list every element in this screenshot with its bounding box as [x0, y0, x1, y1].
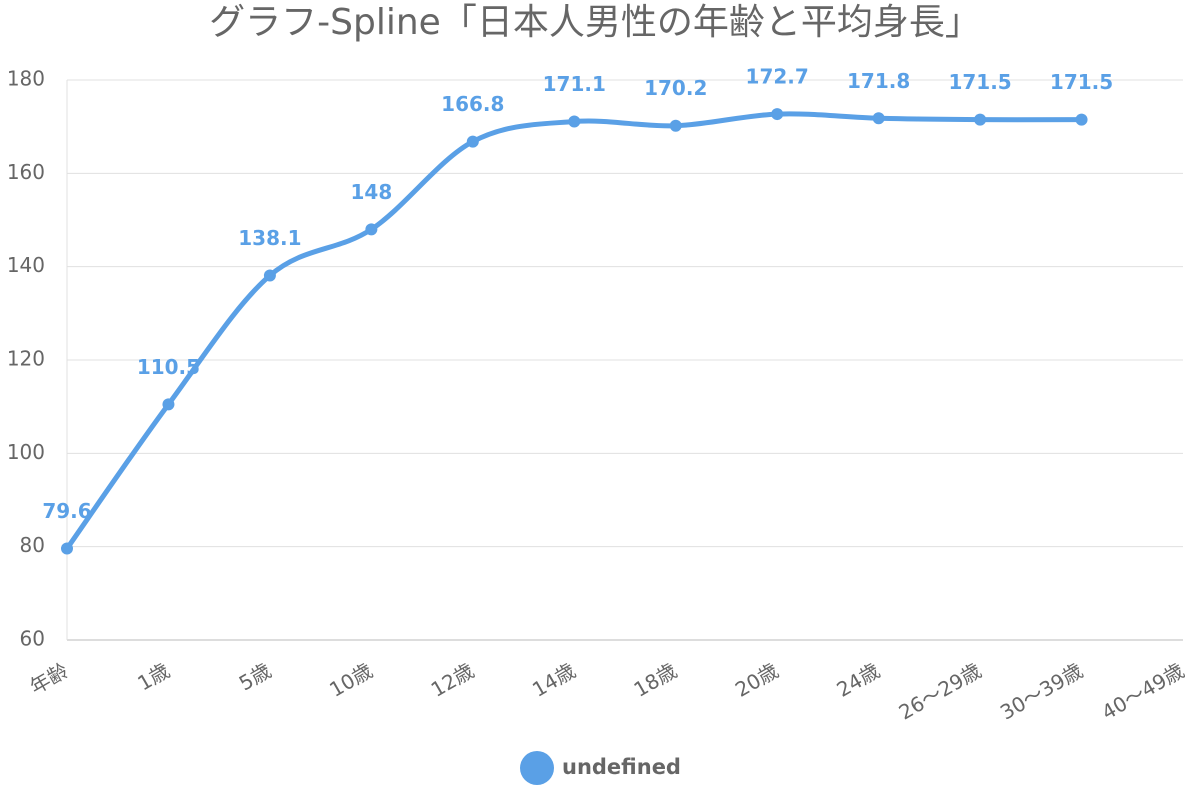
y-tick-label: 60: [20, 627, 45, 651]
x-tick-label: 14歳: [528, 658, 579, 702]
data-label: 171.5: [948, 70, 1011, 94]
data-label: 148: [350, 180, 392, 204]
legend-label: undefined: [562, 755, 681, 779]
data-point: [162, 398, 175, 411]
data-label: 172.7: [746, 65, 809, 89]
data-point: [974, 113, 987, 126]
chart-title: グラフ-Spline「日本人男性の年齢と平均身長」: [209, 2, 981, 43]
y-tick-label: 140: [7, 253, 45, 277]
x-tick-label: 24歳: [833, 658, 884, 702]
data-point: [872, 112, 885, 125]
y-tick-label: 120: [7, 347, 45, 371]
data-label: 166.8: [441, 92, 504, 116]
x-tick-label: 年齢: [26, 658, 73, 699]
data-point: [669, 119, 682, 132]
data-point: [1075, 113, 1088, 126]
y-tick-label: 160: [7, 160, 45, 184]
data-label: 171.1: [543, 72, 606, 96]
legend-marker: [520, 751, 554, 785]
y-tick-label: 180: [7, 67, 45, 91]
data-point: [365, 223, 378, 236]
line: [64, 111, 1082, 550]
x-tick-label: 12歳: [427, 658, 478, 702]
x-tick-label: 18歳: [630, 658, 681, 702]
data-point: [61, 542, 73, 555]
data-point: [263, 269, 276, 282]
x-tick-label: 1歳: [133, 658, 173, 695]
data-label: 138.1: [238, 226, 301, 250]
data-point: [771, 108, 784, 121]
data-label: 110.5: [137, 355, 200, 379]
data-label: 171.5: [1050, 70, 1113, 94]
data-point: [568, 115, 581, 128]
data-label: 79.6: [42, 499, 91, 523]
y-tick-label: 100: [7, 440, 45, 464]
data-point: [466, 135, 479, 148]
x-tick-label: 20歳: [731, 658, 782, 702]
x-tick-label: 5歳: [235, 658, 275, 695]
x-tick-label: 10歳: [325, 658, 376, 702]
data-label: 170.2: [644, 76, 707, 100]
x-tick-label: 40〜49歳: [1098, 658, 1189, 724]
y-tick-label: 80: [20, 533, 45, 557]
x-tick-label: 26〜29歳: [895, 658, 986, 724]
data-label: 171.8: [847, 69, 910, 93]
x-tick-label: 30〜39歳: [996, 658, 1087, 724]
